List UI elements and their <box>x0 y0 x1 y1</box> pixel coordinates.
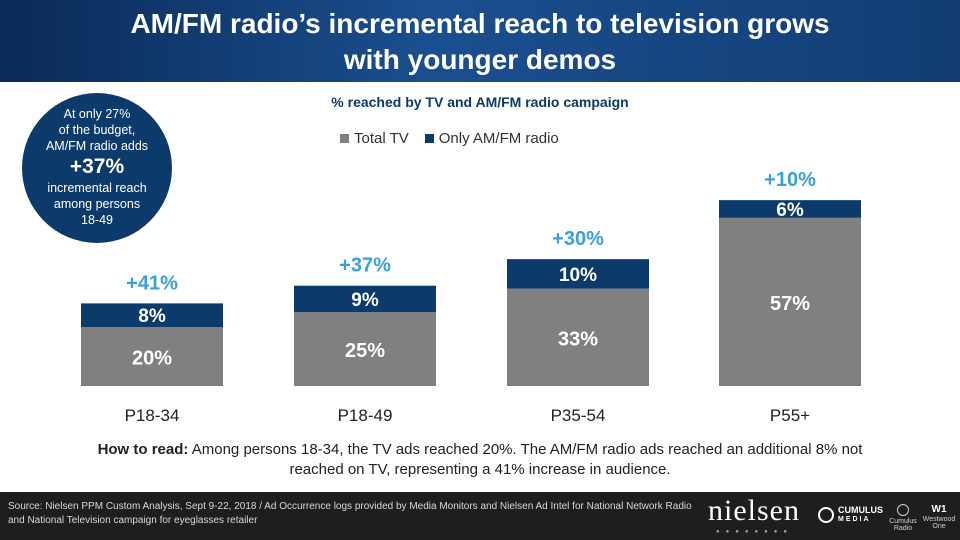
cumulus-logo-text: CUMULUS <box>838 505 883 515</box>
incremental-label: +37% <box>339 255 391 277</box>
data-label-only-radio: 6% <box>776 200 804 221</box>
cumulus-logo-subtext: MEDIA <box>838 516 871 523</box>
cumulus-logo-icon <box>818 507 834 523</box>
x-tick-label: P18-49 <box>338 406 393 425</box>
westwood-one-label: Westwood One <box>922 516 956 530</box>
data-label-total-tv: 20% <box>132 348 172 370</box>
title-banner: AM/FM radio’s incremental reach to telev… <box>0 0 960 82</box>
cumulus-radio-label: Cumulus Radio <box>889 518 917 532</box>
bar-only-radio <box>294 285 436 313</box>
callout-line-5: among persons <box>53 197 141 211</box>
incremental-label: +30% <box>552 228 604 250</box>
callout-line-3: AM/FM radio adds <box>45 139 149 153</box>
x-tick-label: P35-54 <box>551 406 606 425</box>
footer-bar: Source: Nielsen PPM Custom Analysis, Sep… <box>0 492 960 540</box>
title-line-1: AM/FM radio’s incremental reach to telev… <box>130 8 830 39</box>
chart-legend: Total TV Only AM/FM radio <box>340 130 559 147</box>
stacked-bar-chart: 20% 8% +41% P18-34 25% 9% +37% P18-49 33% 10% +30%… <box>81 169 861 425</box>
bar-total-tv <box>294 312 436 386</box>
legend-swatch-total-tv <box>340 134 349 143</box>
source-note: Source: Nielsen PPM Custom Analysis, Sep… <box>8 501 692 526</box>
how-to-read-label: How to read: <box>97 441 189 458</box>
cumulus-logo: CUMULUS MEDIA <box>818 505 883 525</box>
legend-label-only-radio: Only AM/FM radio <box>438 130 559 147</box>
cumulus-radio-icon <box>897 504 909 516</box>
callout-line-6: 18-49 <box>81 213 113 227</box>
legend-label-total-tv: Total TV <box>354 130 409 147</box>
data-label-only-radio: 9% <box>351 290 379 311</box>
chart-title: % reached by TV and AM/FM radio campaign <box>331 94 629 110</box>
data-label-total-tv: 33% <box>558 328 598 350</box>
callout-circle: At only 27% of the budget, AM/FM radio a… <box>22 93 172 243</box>
how-to-read-text: Among persons 18-34, the TV ads reached … <box>188 441 863 478</box>
data-label-only-radio: 10% <box>559 265 597 286</box>
bar-only-radio <box>81 303 223 327</box>
bar-only-radio <box>507 259 649 289</box>
callout-line-4: incremental reach <box>47 181 147 195</box>
callout-big-number: +37% <box>69 155 125 178</box>
x-tick-label: P18-34 <box>125 406 180 425</box>
legend-item-total-tv: Total TV <box>340 130 409 147</box>
incremental-label: +41% <box>126 272 178 294</box>
bar-only-radio <box>719 200 861 218</box>
cumulus-radio-logo: Cumulus Radio <box>888 504 918 532</box>
x-tick-label: P55+ <box>770 406 810 425</box>
legend-item-only-radio: Only AM/FM radio <box>424 130 559 147</box>
data-label-only-radio: 8% <box>138 306 166 327</box>
callout-line-1: At only 27% <box>63 107 131 121</box>
westwood-one-mark: W1 <box>931 504 947 515</box>
bar-total-tv <box>81 327 223 386</box>
data-label-total-tv: 57% <box>770 293 810 315</box>
callout-line-2: of the budget, <box>58 123 136 137</box>
how-to-read: How to read: Among persons 18-34, the TV… <box>80 440 880 480</box>
bar-total-tv <box>719 217 861 386</box>
title-line-2: with younger demos <box>343 44 617 75</box>
nielsen-logo-dots: ●●●●●●●● <box>716 529 793 535</box>
bar-total-tv <box>507 288 649 386</box>
incremental-label: +10% <box>764 169 816 191</box>
legend-swatch-only-radio <box>424 134 434 143</box>
page-title: AM/FM radio’s incremental reach to telev… <box>0 6 960 78</box>
westwood-one-logo: W1 Westwood One <box>922 504 956 530</box>
data-label-total-tv: 25% <box>345 340 385 362</box>
nielsen-logo: nielsen <box>708 494 800 527</box>
